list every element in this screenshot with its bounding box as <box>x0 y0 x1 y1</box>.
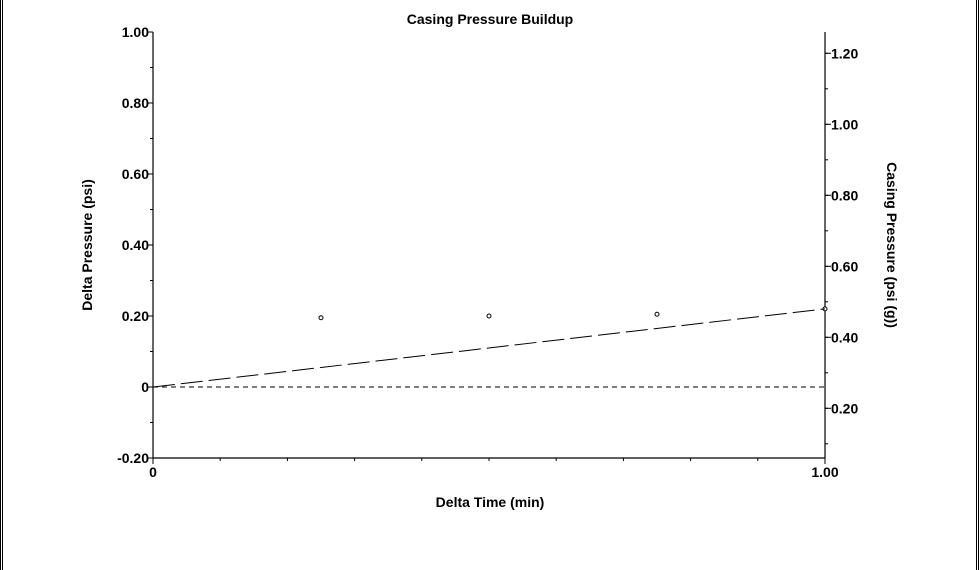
data-point <box>486 313 492 319</box>
y2-tick-label: 0.20 <box>831 400 858 416</box>
axes <box>152 32 826 459</box>
y-tick-label: 0.20 <box>122 308 149 324</box>
x-axis-label: Delta Time (min) <box>436 494 545 510</box>
left-y-ticks: 1.00 0.80 0.60 0.40 0.20 0 -0.20 <box>117 24 153 466</box>
x-ticks: 0 1.00 <box>149 458 839 480</box>
y2-tick-label: 1.20 <box>831 45 858 61</box>
data-point <box>654 311 660 317</box>
y2-tick-label: 0.60 <box>831 258 858 274</box>
series-layer <box>152 306 828 388</box>
y-tick-label: -0.20 <box>117 450 149 466</box>
y-axis-label: Delta Pressure (psi) <box>79 179 95 311</box>
trend-line <box>152 308 826 388</box>
chart-title: Casing Pressure Buildup <box>407 11 573 27</box>
data-point <box>318 315 324 321</box>
y-tick-label: 0.80 <box>122 95 149 111</box>
x-tick-label: 0 <box>149 464 157 480</box>
y2-tick-label: 0.40 <box>831 329 858 345</box>
x-tick-label: 1.00 <box>811 464 838 480</box>
y2-tick-label: 1.00 <box>831 116 858 132</box>
y-tick-label: 0 <box>141 379 149 395</box>
y-tick-label: 0.60 <box>122 166 149 182</box>
y2-axis-label: Casing Pressure (psi (g)) <box>884 162 900 328</box>
y-tick-label: 0.40 <box>122 237 149 253</box>
y2-tick-label: 0.80 <box>831 187 858 203</box>
right-y-ticks: 1.20 1.00 0.80 0.60 0.40 0.20 <box>825 45 858 445</box>
y-tick-label: 1.00 <box>122 24 149 40</box>
